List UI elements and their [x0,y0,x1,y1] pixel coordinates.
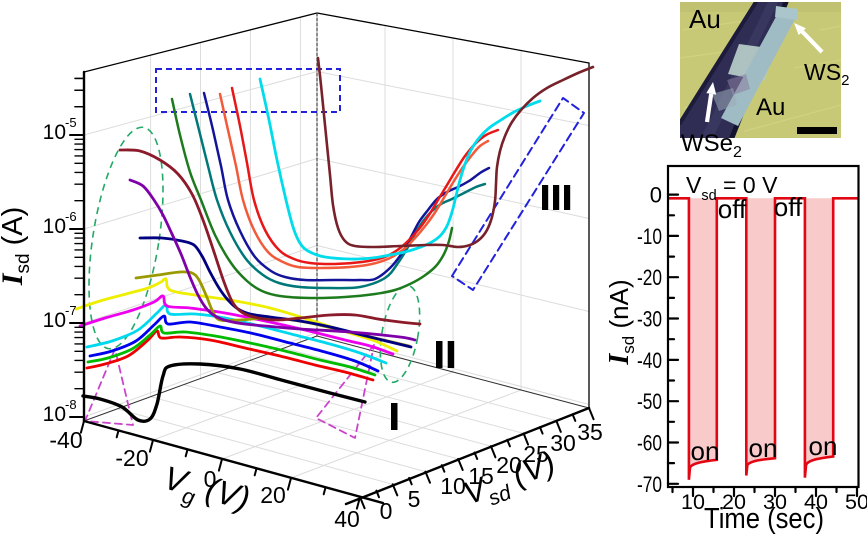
svg-text:20: 20 [722,490,746,514]
svg-text:25: 25 [523,441,549,467]
svg-text:-20: -20 [115,445,148,471]
svg-text:off: off [718,194,747,224]
svg-text:-20: -20 [637,265,662,290]
svg-text:Time (sec): Time (sec) [704,503,824,534]
svg-text:40: 40 [334,506,360,532]
svg-text:-30: -30 [637,307,662,332]
svg-text:0: 0 [380,498,393,524]
svg-text:30: 30 [550,430,576,456]
svg-text:-50: -50 [637,389,662,414]
svg-text:on: on [749,433,778,463]
svg-text:10: 10 [43,215,66,238]
svg-text:on: on [809,431,838,461]
svg-text:-40: -40 [49,427,82,453]
svg-text:50: 50 [845,490,867,514]
svg-text:10: 10 [43,309,66,332]
svg-text:off: off [774,192,803,222]
svg-text:on: on [691,436,720,466]
svg-text:-6: -6 [65,209,77,224]
svg-text:30: 30 [763,490,787,514]
svg-text:20: 20 [496,452,522,478]
svg-text:-70: -70 [637,472,662,497]
svg-text:15: 15 [468,463,494,489]
svg-text:0: 0 [650,183,662,208]
svg-text:-8: -8 [65,397,77,412]
svg-text:-5: -5 [65,115,77,130]
svg-text:Isd (nA): Isd (nA) [604,279,638,365]
svg-text:WSe2: WSe2 [681,130,742,161]
svg-text:10: 10 [681,490,705,514]
svg-text:-40: -40 [637,348,662,373]
svg-text:10: 10 [440,473,466,499]
svg-text:Isd (A): Isd (A) [0,207,34,286]
svg-text:10: 10 [43,403,66,426]
svg-text:Au: Au [756,94,785,121]
svg-text:Au: Au [689,4,721,34]
svg-text:35: 35 [577,419,603,445]
svg-text:40: 40 [804,490,828,514]
svg-text:-7: -7 [65,303,77,318]
svg-text:20: 20 [260,482,286,508]
svg-text:0: 0 [204,466,217,492]
svg-text:-10: -10 [637,224,662,249]
svg-text:5: 5 [408,486,421,512]
svg-text:-60: -60 [637,431,662,456]
svg-text:10: 10 [43,121,66,144]
